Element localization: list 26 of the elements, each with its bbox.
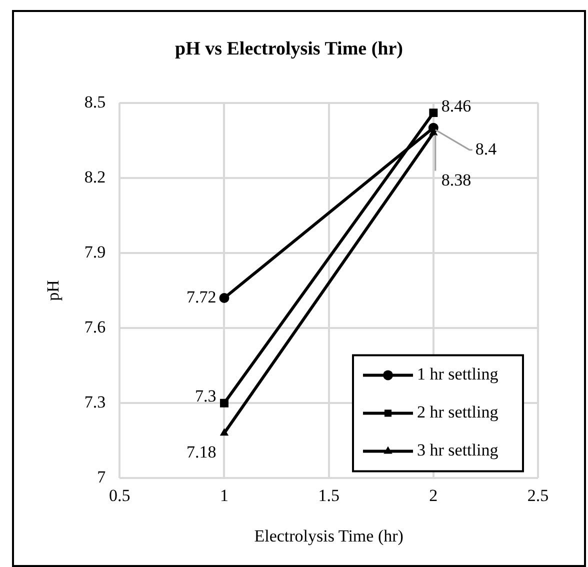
y-tick-label: 8.5 — [84, 92, 106, 112]
data-label: 8.38 — [441, 170, 472, 190]
y-axis-title: pH — [44, 280, 63, 301]
data-label: 7.72 — [186, 287, 216, 306]
x-tick-label: 1 — [220, 486, 228, 505]
legend-label: 2 hr settling — [417, 402, 499, 422]
x-tick-label: 0.5 — [109, 486, 130, 505]
data-label: 7.3 — [194, 386, 216, 406]
legend-label: 3 hr settling — [417, 440, 499, 460]
data-label: 7.18 — [186, 442, 216, 462]
y-tick-label: 7.9 — [84, 242, 106, 262]
point — [220, 398, 228, 408]
x-tick-label: 2.5 — [527, 486, 549, 505]
y-tick-label: 7 — [97, 468, 106, 487]
x-tick-label: 1.5 — [318, 486, 340, 505]
point — [219, 293, 230, 304]
y-tick-label: 8.2 — [84, 167, 106, 186]
y-tick-label: 7.3 — [84, 392, 106, 412]
chart-title: pH vs Electrolysis Time (hr) — [175, 38, 403, 60]
point — [429, 108, 438, 118]
data-label: 8.4 — [475, 139, 498, 158]
data-label: 8.46 — [441, 96, 472, 116]
legend-label: 1 hr settling — [417, 364, 499, 384]
x-axis-title: Electrolysis Time (hr) — [254, 526, 404, 546]
y-tick-label: 7.6 — [84, 318, 106, 337]
x-tick-label: 2 — [429, 486, 438, 505]
